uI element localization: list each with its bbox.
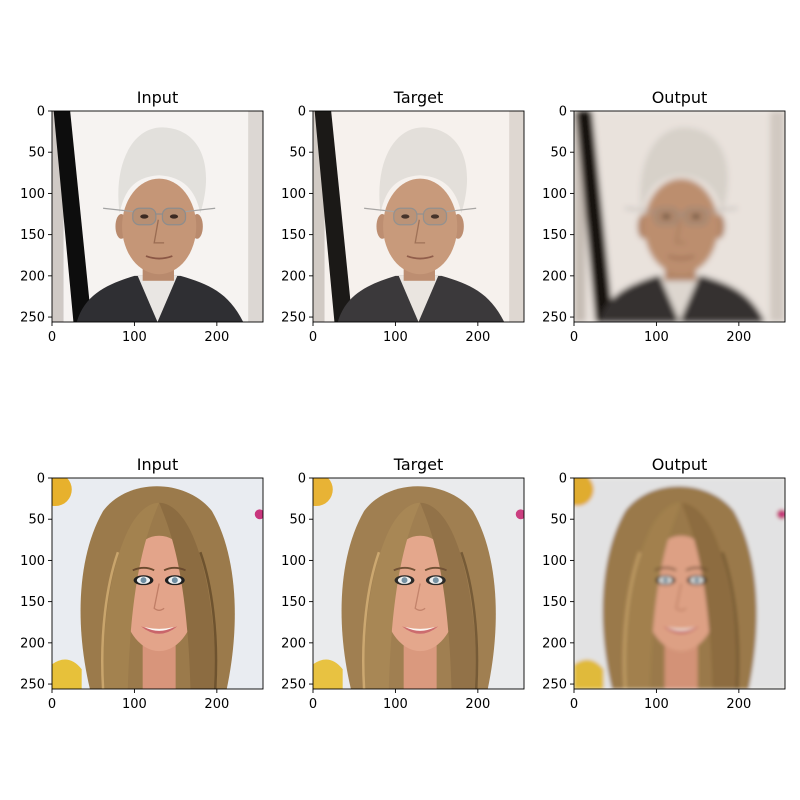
y-tick-label: 0 bbox=[37, 472, 45, 487]
panel-title: Target bbox=[393, 455, 444, 474]
y-tick-label: 250 bbox=[20, 678, 45, 693]
y-tick-label: 50 bbox=[550, 513, 567, 528]
face-photo-man-output-blurred bbox=[574, 111, 785, 322]
y-tick-label: 250 bbox=[281, 311, 306, 326]
axes-frame bbox=[573, 110, 786, 323]
y-tick-label: 50 bbox=[289, 513, 306, 528]
x-tick-label: 200 bbox=[204, 697, 229, 712]
y-tick-label: 200 bbox=[281, 636, 306, 651]
y-tick-label: 0 bbox=[559, 105, 567, 120]
x-tick-label: 100 bbox=[644, 330, 669, 345]
y-tick-label: 250 bbox=[542, 678, 567, 693]
panel-title: Output bbox=[652, 455, 708, 474]
panel-target-row-2: Target 0 100 200 0 50 100 150 200 250 bbox=[281, 455, 525, 712]
panel-input-row-1: Input 0 100 200 0 50 100 150 200 250 bbox=[20, 88, 264, 345]
y-tick-label: 100 bbox=[281, 187, 306, 202]
x-tick-label: 100 bbox=[122, 697, 147, 712]
face-photo-man-input bbox=[52, 111, 263, 322]
y-tick-label: 150 bbox=[281, 228, 306, 243]
y-tick-label: 150 bbox=[20, 228, 45, 243]
y-tick-label: 100 bbox=[20, 187, 45, 202]
y-tick-label: 0 bbox=[559, 472, 567, 487]
y-tick-label: 200 bbox=[281, 269, 306, 284]
face-photo-woman-target bbox=[313, 478, 524, 689]
y-tick-label: 150 bbox=[542, 228, 567, 243]
y-tick-label: 250 bbox=[281, 678, 306, 693]
axes-frame bbox=[573, 477, 786, 690]
x-tick-label: 100 bbox=[383, 697, 408, 712]
axes-frame bbox=[51, 110, 264, 323]
x-tick-label: 200 bbox=[465, 697, 490, 712]
y-tick-label: 100 bbox=[281, 554, 306, 569]
panel-target-row-1: Target 0 100 200 0 50 100 150 200 250 bbox=[281, 88, 525, 345]
x-tick-label: 200 bbox=[204, 330, 229, 345]
face-photo-woman-input bbox=[52, 478, 263, 689]
y-tick-label: 200 bbox=[20, 269, 45, 284]
y-tick-label: 150 bbox=[20, 595, 45, 610]
panel-title: Input bbox=[137, 88, 178, 107]
panel-output-row-1: Output 0 100 200 0 50 100 150 200 250 bbox=[542, 88, 786, 345]
x-tick-label: 200 bbox=[726, 697, 751, 712]
x-tick-label: 0 bbox=[570, 697, 578, 712]
x-tick-label: 200 bbox=[465, 330, 490, 345]
y-tick-label: 100 bbox=[542, 187, 567, 202]
y-tick-label: 50 bbox=[289, 146, 306, 161]
x-tick-label: 100 bbox=[644, 697, 669, 712]
y-tick-label: 250 bbox=[20, 311, 45, 326]
panel-input-row-2: Input 0 100 200 0 50 100 150 200 250 bbox=[20, 455, 264, 712]
y-tick-label: 150 bbox=[542, 595, 567, 610]
y-tick-label: 150 bbox=[281, 595, 306, 610]
y-tick-label: 0 bbox=[37, 105, 45, 120]
x-tick-label: 0 bbox=[309, 697, 317, 712]
panel-output-row-2: Output 0 100 200 0 50 100 150 200 250 bbox=[542, 455, 786, 712]
y-tick-label: 50 bbox=[28, 513, 45, 528]
y-tick-label: 200 bbox=[20, 636, 45, 651]
y-tick-label: 250 bbox=[542, 311, 567, 326]
axes-frame bbox=[51, 477, 264, 690]
axes-frame bbox=[312, 477, 525, 690]
y-tick-label: 200 bbox=[542, 636, 567, 651]
y-tick-label: 100 bbox=[542, 554, 567, 569]
x-tick-label: 0 bbox=[309, 330, 317, 345]
y-tick-label: 50 bbox=[550, 146, 567, 161]
y-tick-label: 0 bbox=[298, 472, 306, 487]
panel-title: Input bbox=[137, 455, 178, 474]
x-tick-label: 100 bbox=[383, 330, 408, 345]
y-tick-label: 200 bbox=[542, 269, 567, 284]
x-tick-label: 0 bbox=[48, 697, 56, 712]
x-tick-label: 0 bbox=[570, 330, 578, 345]
face-photo-woman-output-smoothed bbox=[574, 478, 785, 689]
y-tick-label: 50 bbox=[28, 146, 45, 161]
y-tick-label: 100 bbox=[20, 554, 45, 569]
axes-frame bbox=[312, 110, 525, 323]
panel-title: Target bbox=[393, 88, 444, 107]
x-tick-label: 0 bbox=[48, 330, 56, 345]
panel-title: Output bbox=[652, 88, 708, 107]
x-tick-label: 100 bbox=[122, 330, 147, 345]
x-tick-label: 200 bbox=[726, 330, 751, 345]
face-photo-man-target bbox=[313, 111, 524, 322]
y-tick-label: 0 bbox=[298, 105, 306, 120]
